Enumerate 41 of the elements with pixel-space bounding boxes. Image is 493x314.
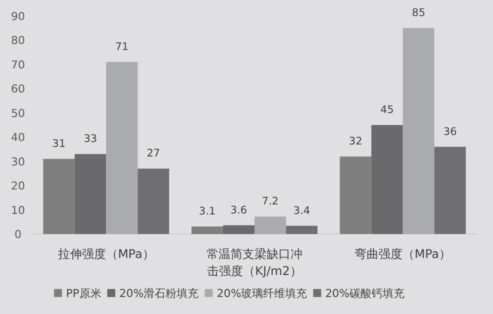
bar xyxy=(43,158,75,234)
data-label: 71 xyxy=(115,41,129,54)
legend-label: 20%滑石粉填充 xyxy=(119,287,199,300)
bar xyxy=(74,154,106,234)
bar xyxy=(254,216,286,234)
y-tick-label: 20 xyxy=(11,180,25,193)
data-label: 3.6 xyxy=(230,204,248,216)
y-tick-label: 90 xyxy=(11,10,25,23)
legend-label: 20%碳酸钙填充 xyxy=(325,287,405,300)
data-label: 31 xyxy=(52,138,66,150)
bar xyxy=(106,62,138,234)
legend-label: PP原米 xyxy=(66,287,102,300)
y-tick-label: 70 xyxy=(11,58,25,72)
bar xyxy=(138,168,170,234)
y-tick-label: 10 xyxy=(11,204,25,217)
x-tick-label: 弯曲强度（MPa） xyxy=(354,247,452,261)
bar xyxy=(192,226,223,234)
x-tick-label: 常温简支梁缺口冲击强度（KJ/m2） xyxy=(206,247,302,278)
y-tick-label: 50 xyxy=(11,106,25,120)
data-label: 3.1 xyxy=(198,205,216,218)
data-label: 32 xyxy=(348,135,362,148)
x-tick-label: 拉伸强度（MPa） xyxy=(58,247,154,261)
data-label: 36 xyxy=(443,126,458,138)
bar xyxy=(371,125,403,234)
y-tick-label: 0 xyxy=(14,228,22,241)
y-tick-label: 60 xyxy=(11,82,25,96)
data-label: 27 xyxy=(146,148,160,160)
data-label: 3.4 xyxy=(293,204,310,217)
bar xyxy=(402,28,434,234)
y-tick-label: 40 xyxy=(11,131,25,144)
bar xyxy=(223,225,254,234)
y-tick-label: 30 xyxy=(11,155,25,168)
data-label: 45 xyxy=(380,104,394,116)
data-label: 85 xyxy=(412,7,426,20)
data-label: 33 xyxy=(84,133,98,146)
legend-label: 20%玻璃纤维填充 xyxy=(216,287,308,300)
bar xyxy=(434,146,466,234)
data-label: 7.2 xyxy=(262,196,279,208)
bar xyxy=(340,156,372,234)
y-tick-label: 80 xyxy=(11,34,25,48)
bar xyxy=(286,226,318,234)
